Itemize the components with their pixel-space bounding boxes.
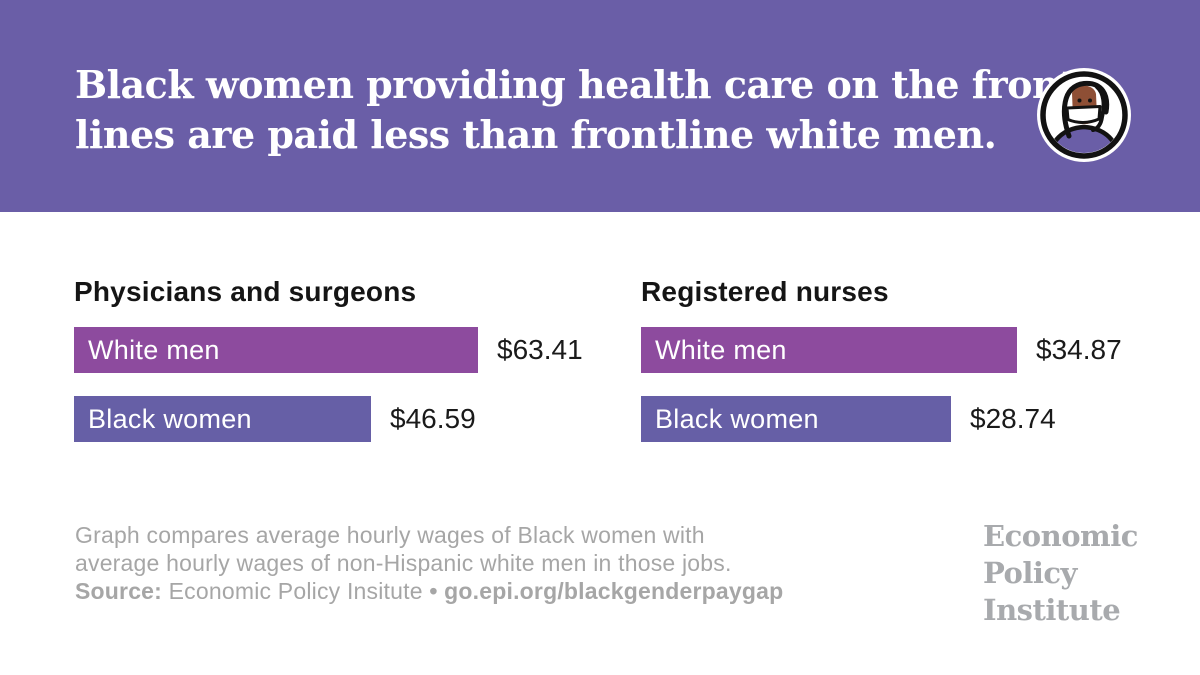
bar-white-men: White men [74, 327, 478, 373]
bar-label: White men [88, 334, 220, 365]
bar-value: $34.87 [1036, 334, 1122, 365]
source-link: go.epi.org/blackgenderpaygap [437, 578, 784, 604]
bar-label: Black women [655, 403, 819, 434]
source-label: Source: [75, 578, 163, 604]
source-line: Source: Economic Policy Insitute • go.ep… [75, 577, 783, 605]
chart-physicians-and-surgeons: Physicians and surgeons White men $63.41 B… [74, 276, 604, 465]
chart-title: Physicians and surgeons [74, 276, 417, 307]
bars-group: White men $63.41 Black women $46.59 [74, 327, 604, 442]
bar-row: White men $34.87 [641, 327, 1171, 373]
bar-black-women: Black women [74, 396, 371, 442]
chart-title: Registered nurses [641, 276, 889, 307]
bar-black-women: Black women [641, 396, 951, 442]
bar-value: $46.59 [390, 403, 476, 434]
title-line-2: lines are paid less than frontline white… [75, 112, 997, 157]
logo-line-2: Policy [983, 556, 1077, 590]
bar-row: Black women $28.74 [641, 396, 1171, 442]
chart-registered-nurses: Registered nurses White men $34.87 Black w… [641, 276, 1171, 465]
note-line-1: Graph compares average hourly wages of B… [75, 522, 705, 548]
logo-line-3: Institute [983, 593, 1121, 627]
logo-line-1: Economic [983, 519, 1138, 553]
header-band: Black women providing health care on the… [0, 0, 1200, 212]
bar-label: Black women [88, 403, 252, 434]
title-line-1: Black women providing health care on the… [75, 62, 1077, 107]
bar-value: $63.41 [497, 334, 583, 365]
page-title: Black women providing health care on the… [75, 60, 1077, 160]
bar-row: White men $63.41 [74, 327, 604, 373]
bar-label: White men [655, 334, 787, 365]
bar-value: $28.74 [970, 403, 1056, 434]
bar-row: Black women $46.59 [74, 396, 604, 442]
epi-logo: Economic Policy Institute [983, 518, 1138, 629]
footnote: Graph compares average hourly wages of B… [75, 521, 783, 605]
bars-group: White men $34.87 Black women $28.74 [641, 327, 1171, 442]
bullet-separator: • [429, 578, 438, 604]
masked-health-worker-icon [1036, 67, 1132, 163]
source-text: Economic Policy Insitute [162, 578, 430, 604]
note-line-2: average hourly wages of non-Hispanic whi… [75, 550, 732, 576]
bar-white-men: White men [641, 327, 1017, 373]
